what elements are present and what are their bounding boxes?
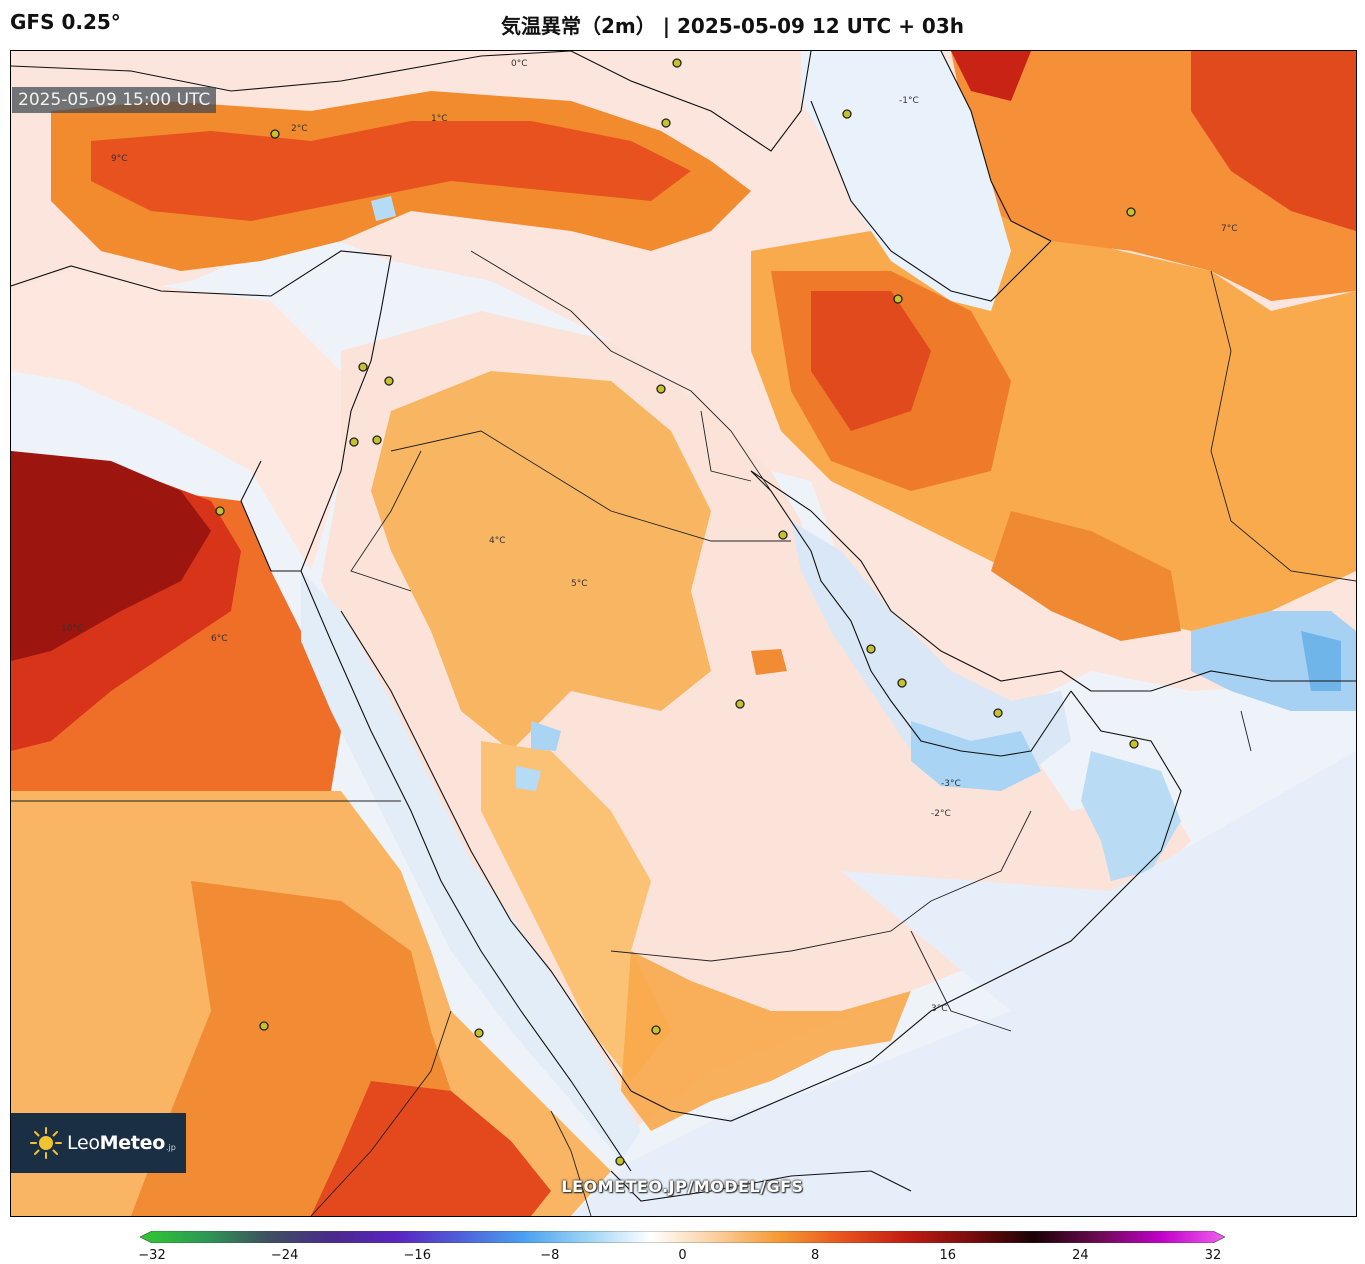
zagros-core bbox=[811, 291, 931, 431]
warm-spot-1 bbox=[751, 649, 787, 675]
city-marker bbox=[897, 678, 907, 688]
contour-label: 9°C bbox=[111, 154, 128, 164]
caspian-sea bbox=[801, 51, 1011, 311]
egypt-core bbox=[11, 451, 211, 661]
city-markers bbox=[215, 58, 1139, 1166]
oman-cool bbox=[1081, 751, 1181, 881]
logo-suffix: .jp bbox=[166, 1142, 176, 1152]
central-asia-hot-west bbox=[951, 51, 1031, 101]
ethiopia-hot bbox=[311, 1081, 551, 1216]
city-marker bbox=[866, 644, 876, 654]
contour-label: 3°C bbox=[931, 1004, 948, 1014]
city-marker bbox=[384, 376, 394, 386]
sun-icon bbox=[30, 1127, 62, 1159]
city-marker bbox=[1126, 207, 1136, 217]
yemen-warm bbox=[621, 951, 911, 1131]
contour-label: -3°C bbox=[941, 779, 961, 789]
colorbar bbox=[139, 1228, 1226, 1244]
colorbar-tick-label: 8 bbox=[810, 1248, 820, 1263]
contour-labels: 0°C 1°C -1°C 2°C -2°C 3°C -3°C 4°C 5°C 6… bbox=[61, 59, 1238, 1014]
contour-label: 7°C bbox=[1221, 224, 1238, 234]
colorbar-ticks: −32 −24 −16 −8 0 8 16 24 32 bbox=[138, 1248, 1225, 1264]
colorbar-graphic bbox=[139, 1230, 1226, 1244]
city-marker bbox=[661, 118, 671, 128]
logo-wordmark: LeoMeteo bbox=[67, 1132, 165, 1154]
cool-spot-1 bbox=[531, 721, 561, 751]
arabian-sea bbox=[571, 751, 1356, 1216]
contour-label: 4°C bbox=[489, 536, 506, 546]
city-marker bbox=[735, 699, 745, 709]
contour-label: 2°C bbox=[291, 124, 308, 134]
colorbar-tick-label: −8 bbox=[540, 1248, 560, 1263]
contour-label: 1°C bbox=[431, 114, 448, 124]
city-marker bbox=[349, 437, 359, 447]
contour-label: 10°C bbox=[61, 624, 83, 634]
eastern-med bbox=[11, 271, 341, 571]
colorbar-tick-label: 32 bbox=[1204, 1248, 1222, 1263]
city-marker bbox=[1129, 739, 1139, 749]
colorbar-tick-label: 24 bbox=[1072, 1248, 1089, 1263]
city-marker bbox=[474, 1028, 484, 1038]
leometeo-logo[interactable]: LeoMeteo .jp bbox=[11, 1113, 186, 1173]
contour-label: -2°C bbox=[931, 809, 951, 819]
red-sea bbox=[301, 571, 641, 1161]
cool-spot-3 bbox=[371, 196, 396, 221]
cool-spot-2 bbox=[516, 766, 541, 791]
colorbar-tick-label: −16 bbox=[403, 1248, 431, 1263]
turkey-hot bbox=[91, 121, 691, 221]
chart-title: 気温異常（2m） | 2025-05-09 12 UTC + 03h bbox=[501, 14, 964, 38]
colorbar-tick-label: −32 bbox=[138, 1248, 166, 1263]
logo-wordmark-light: Leo bbox=[67, 1132, 100, 1154]
city-marker bbox=[259, 1021, 269, 1031]
valid-time-badge: 2025-05-09 15:00 UTC bbox=[12, 87, 217, 113]
contour-label: -1°C bbox=[899, 96, 919, 106]
map-area[interactable]: 0°C 1°C -1°C 2°C -2°C 3°C -3°C 4°C 5°C 6… bbox=[10, 50, 1357, 1217]
borders bbox=[11, 250, 1356, 1216]
source-watermark: LEOMETEO.JP/MODEL/GFS bbox=[561, 1177, 804, 1196]
city-marker bbox=[893, 294, 903, 304]
city-marker bbox=[358, 362, 368, 372]
colorbar-tick-label: −24 bbox=[270, 1248, 299, 1263]
city-marker bbox=[615, 1156, 625, 1166]
contour-label: 0°C bbox=[511, 59, 528, 69]
city-marker bbox=[656, 384, 666, 394]
colorbar-tick-label: 0 bbox=[678, 1248, 687, 1263]
city-marker bbox=[993, 708, 1003, 718]
uae-cool bbox=[911, 721, 1041, 791]
city-marker bbox=[842, 109, 852, 119]
arabia-southwest-warm bbox=[481, 741, 671, 1081]
persian-gulf bbox=[791, 521, 1071, 771]
city-marker bbox=[672, 58, 682, 68]
coastlines bbox=[11, 51, 1356, 1202]
city-marker bbox=[372, 435, 382, 445]
contour-label: 6°C bbox=[211, 634, 228, 644]
contour-label: 5°C bbox=[571, 579, 588, 589]
central-asia-hot-east bbox=[1191, 51, 1356, 231]
city-marker bbox=[270, 129, 280, 139]
anomaly-map: 0°C 1°C -1°C 2°C -2°C 3°C -3°C 4°C 5°C 6… bbox=[11, 51, 1356, 1216]
logo-wordmark-bold: Meteo bbox=[99, 1132, 166, 1154]
colorbar-tick-label: 16 bbox=[939, 1248, 957, 1263]
model-label: GFS 0.25° bbox=[10, 10, 121, 34]
iran-south-warm bbox=[991, 511, 1181, 641]
pakistan-cold bbox=[1301, 631, 1341, 691]
arabia-warm-core bbox=[371, 371, 711, 751]
city-marker bbox=[778, 530, 788, 540]
city-marker bbox=[215, 506, 225, 516]
city-marker bbox=[651, 1025, 661, 1035]
